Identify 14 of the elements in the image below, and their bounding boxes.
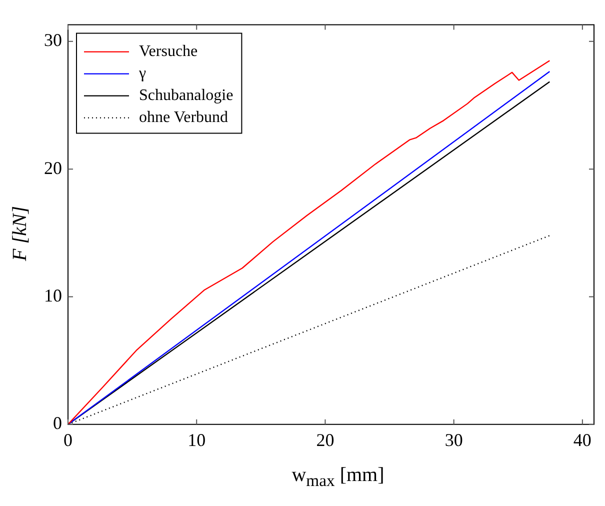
y-tick-label: 10 [44,285,62,306]
x-tick-label: 30 [444,430,463,450]
x-tick-label: 40 [573,430,592,450]
legend-label: γ [138,65,146,82]
x-axis-title: w$_{max}$ [mm] [290,464,386,491]
y-tick-label: 20 [44,158,62,178]
y-axis-title: F [kN] [8,206,32,260]
x-tick-label: 20 [316,430,334,450]
legend-label: Versuche [139,43,198,60]
y-tick-label: 0 [53,413,62,434]
legend-label: Schubanalogie [139,87,234,104]
legend-label: ohne Verbund [139,109,228,126]
x-tick-label: 10 [188,430,206,450]
y-tick-label: 30 [44,30,62,50]
